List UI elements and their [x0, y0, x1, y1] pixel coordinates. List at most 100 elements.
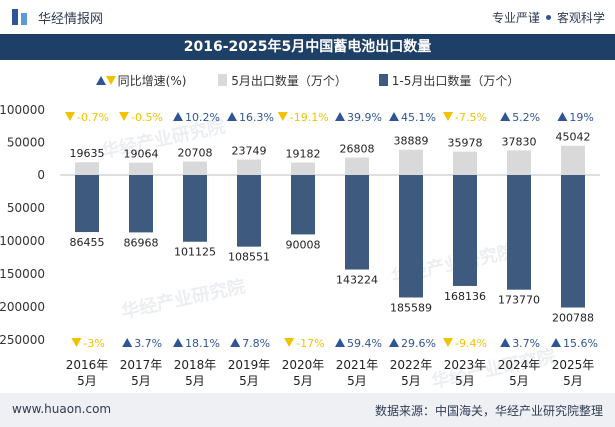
x-tick-label: 2021年: [336, 358, 379, 372]
cumulative-value-label: 173770: [498, 294, 540, 307]
monthly-bar: [291, 162, 315, 175]
x-tick-label-month: 5月: [293, 374, 313, 388]
cumulative-growth-down-icon: [443, 338, 453, 347]
x-tick-label: 2016年: [66, 358, 109, 372]
dot-icon: [545, 15, 551, 20]
cumulative-growth-up-icon: [173, 338, 183, 347]
cumulative-bar: [75, 175, 99, 233]
x-tick-label: 2023年: [444, 358, 487, 372]
cumulative-value-label: 101125: [174, 246, 216, 259]
x-tick-label: 2025年: [552, 358, 595, 372]
x-tick-label-month: 5月: [509, 374, 529, 388]
legend-cumulative-swatch: [378, 74, 388, 86]
x-tick-label: 2017年: [120, 358, 163, 372]
cumulative-bar: [237, 175, 261, 247]
x-tick-label-month: 5月: [239, 374, 259, 388]
x-tick-label-month: 5月: [563, 374, 583, 388]
monthly-value-label: 35978: [448, 137, 483, 150]
cumulative-bar: [129, 175, 153, 233]
cumulative-value-label: 185589: [390, 301, 432, 314]
cumulative-value-label: 108551: [228, 251, 270, 264]
x-tick-label-month: 5月: [131, 374, 151, 388]
monthly-value-label: 38889: [394, 135, 429, 148]
monthly-value-label: 20708: [178, 147, 213, 160]
cumulative-growth-label: 3.7%: [512, 337, 540, 350]
monthly-growth-up-icon: [500, 112, 511, 121]
legend-growth-label: 同比增速(%): [117, 74, 187, 88]
legend-monthly-swatch: [218, 74, 228, 86]
cumulative-growth-label: -3%: [83, 337, 104, 350]
cumulative-bar: [507, 175, 531, 290]
monthly-value-label: 19182: [286, 148, 321, 161]
footer: www.huaon.com 数据来源：中国海关，华经产业研究院整理: [0, 393, 615, 427]
monthly-bar: [561, 145, 585, 175]
cumulative-bar: [291, 175, 315, 235]
monthly-bar: [453, 151, 477, 175]
y-tick-label: 50000: [7, 136, 45, 150]
website-link[interactable]: www.huaon.com: [12, 402, 112, 416]
cumulative-bar: [453, 175, 477, 286]
monthly-growth-up-icon: [227, 112, 237, 121]
monthly-value-label: 19064: [124, 148, 159, 161]
x-tick-label: 2018年: [174, 358, 217, 372]
x-tick-label: 2024年: [498, 358, 541, 372]
down-triangle-icon: [105, 76, 116, 85]
bar-chart: 100000 50000 0 50000 100000 150000 200000 25000…: [0, 103, 600, 388]
monthly-bar: [399, 149, 423, 175]
monthly-growth-label: 39.9%: [347, 111, 382, 124]
x-tick-label-month: 5月: [347, 374, 367, 388]
cumulative-bar: [561, 175, 585, 308]
chart-title: 2016-2025年5月中国蓄电池出口数量: [0, 34, 615, 60]
monthly-growth-label: 5.2%: [512, 111, 540, 124]
cumulative-growth-up-icon: [389, 338, 399, 347]
cumulative-growth-label: 7.8%: [242, 337, 270, 350]
monthly-growth-label: 10.2%: [185, 111, 220, 124]
cumulative-value-label: 200788: [552, 312, 594, 325]
cumulative-growth-label: 18.1%: [185, 337, 220, 350]
y-tick-label: 100000: [0, 234, 45, 248]
y-tick-label: 200000: [0, 300, 45, 314]
monthly-growth-up-icon: [389, 112, 399, 121]
monthly-value-label: 19635: [70, 147, 105, 160]
cumulative-value-label: 90008: [286, 238, 321, 251]
monthly-bar: [507, 150, 531, 175]
cumulative-growth-up-icon: [230, 338, 241, 347]
monthly-value-label: 45042: [556, 131, 591, 144]
monthly-growth-down-icon: [277, 112, 288, 121]
legend: 同比增速(%) 5月出口数量（万个） 1-5月出口数量（万个）: [0, 72, 615, 89]
cumulative-growth-label: -17%: [296, 337, 324, 350]
cumulative-growth-label: 59.4%: [347, 337, 382, 350]
brand[interactable]: 华经情报网: [10, 7, 103, 27]
cumulative-bar: [183, 175, 207, 242]
monthly-growth-label: 45.1%: [401, 111, 436, 124]
cumulative-growth-label: 15.6%: [563, 337, 598, 350]
cumulative-value-label: 86968: [124, 236, 159, 249]
cumulative-bar: [345, 175, 369, 270]
cumulative-growth-label: 29.6%: [401, 337, 436, 350]
x-tick-label-month: 5月: [401, 374, 421, 388]
y-tick-label: 0: [37, 168, 45, 182]
y-tick-label: 50000: [7, 201, 45, 215]
monthly-growth-down-icon: [443, 112, 453, 121]
cumulative-growth-down-icon: [284, 338, 295, 347]
monthly-value-label: 23749: [232, 145, 267, 158]
brand-name: 华经情报网: [38, 11, 104, 27]
cumulative-bar: [399, 175, 423, 298]
top-bar: 华经情报网 专业严谨 客观科学: [0, 0, 615, 34]
cumulative-value-label: 86455: [70, 236, 105, 249]
tagline-right: 客观科学: [556, 11, 605, 25]
monthly-value-label: 26808: [340, 143, 375, 156]
x-tick-label: 2019年: [228, 358, 271, 372]
monthly-growth-label: -19.1%: [290, 111, 329, 124]
data-source: 数据来源：中国海关，华经产业研究院整理: [374, 404, 603, 418]
monthly-bar: [183, 161, 207, 175]
tagline: 专业严谨 客观科学: [492, 9, 605, 26]
monthly-growth-up-icon: [557, 112, 568, 121]
cumulative-value-label: 143224: [336, 274, 378, 287]
x-tick-label-month: 5月: [455, 374, 475, 388]
monthly-bar: [75, 162, 99, 175]
brand-logo-icon: [10, 7, 30, 27]
cumulative-value-label: 168136: [444, 290, 486, 303]
monthly-growth-down-icon: [65, 112, 75, 121]
monthly-bar: [345, 157, 369, 175]
